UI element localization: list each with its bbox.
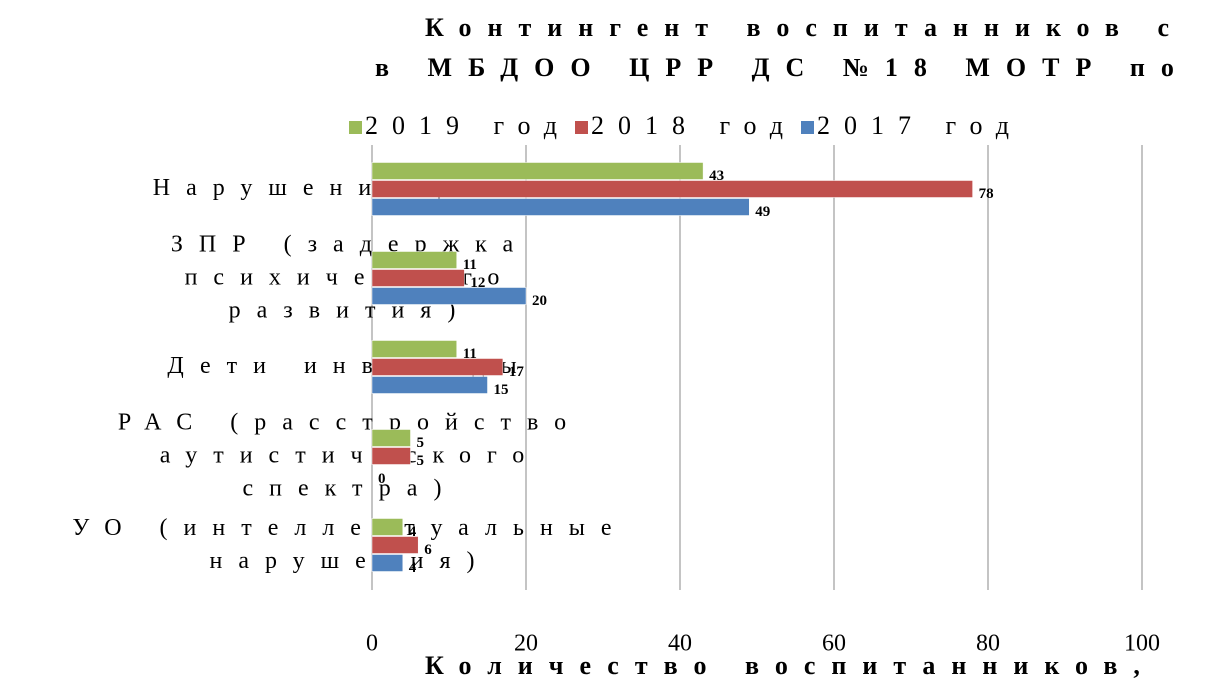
data-label: 11 <box>463 346 477 362</box>
legend-swatch <box>575 121 588 134</box>
data-label: 20 <box>532 293 547 309</box>
y-tick-label: РАС (расстройство аутистического спектра) <box>118 409 582 501</box>
data-label: 4 <box>409 560 417 576</box>
data-label: 12 <box>470 275 485 291</box>
data-label: 11 <box>463 257 477 273</box>
bar <box>371 554 404 572</box>
bar <box>371 340 457 358</box>
x-tick-label: 80 <box>976 631 1000 657</box>
y-tick-label: УО (интеллектуальные нарушения) <box>72 515 627 574</box>
bar <box>371 180 973 198</box>
bar <box>371 198 750 216</box>
x-tick-label: 20 <box>514 631 538 657</box>
data-label: 5 <box>417 453 425 469</box>
data-label: 6 <box>424 542 432 558</box>
x-tick-label: 0 <box>366 631 378 657</box>
bar <box>371 287 527 305</box>
legend-swatch <box>801 121 814 134</box>
x-tick-label: 40 <box>668 631 692 657</box>
x-tick-label: 60 <box>822 631 846 657</box>
bar <box>371 536 419 554</box>
x-tick-label: 100 <box>1124 631 1160 657</box>
legend-swatch <box>349 121 362 134</box>
data-label: 49 <box>755 204 770 220</box>
legend-label: 2017 год <box>817 111 1023 140</box>
bar <box>371 429 411 447</box>
legend-label: 2019 год <box>365 111 571 140</box>
bar <box>371 376 488 394</box>
bar <box>371 162 704 180</box>
data-label: 78 <box>979 186 994 202</box>
bar <box>371 518 404 536</box>
chart-title: в МБДОО ЦРР ДС №18 МОТР по <box>375 53 1190 82</box>
legend-label: 2018 год <box>591 111 797 140</box>
data-label: 5 <box>417 435 425 451</box>
chart-title: Контингент воспитанников с <box>425 13 1185 42</box>
bar <box>371 358 504 376</box>
data-label: 17 <box>509 364 525 380</box>
bar <box>371 251 457 269</box>
x-axis-label: Количество воспитанников, <box>425 651 1156 680</box>
data-label: 15 <box>494 382 509 398</box>
bar <box>371 447 411 465</box>
data-label: 0 <box>378 471 386 487</box>
data-label: 43 <box>709 168 724 184</box>
data-label: 4 <box>409 524 417 540</box>
bar <box>371 269 465 287</box>
